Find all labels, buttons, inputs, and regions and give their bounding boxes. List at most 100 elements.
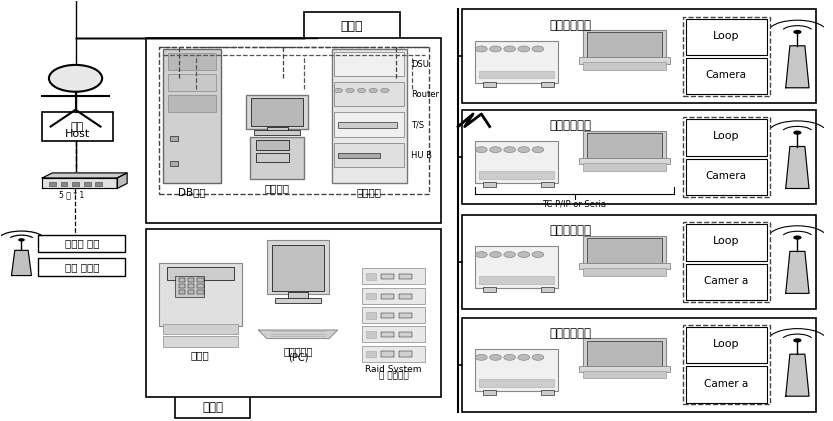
FancyBboxPatch shape bbox=[175, 275, 204, 296]
Circle shape bbox=[18, 238, 25, 242]
Polygon shape bbox=[42, 173, 127, 178]
FancyBboxPatch shape bbox=[686, 264, 766, 300]
FancyBboxPatch shape bbox=[399, 352, 412, 357]
FancyBboxPatch shape bbox=[399, 332, 412, 337]
Circle shape bbox=[504, 147, 516, 152]
FancyBboxPatch shape bbox=[362, 288, 425, 304]
Circle shape bbox=[532, 354, 544, 360]
Text: Camera: Camera bbox=[706, 171, 746, 181]
FancyBboxPatch shape bbox=[178, 284, 185, 288]
Circle shape bbox=[369, 88, 377, 93]
Text: 및 백입장비: 및 백입장비 bbox=[379, 371, 408, 380]
FancyBboxPatch shape bbox=[381, 352, 394, 357]
FancyBboxPatch shape bbox=[256, 153, 289, 162]
Circle shape bbox=[518, 147, 530, 152]
FancyBboxPatch shape bbox=[246, 95, 308, 129]
FancyBboxPatch shape bbox=[362, 346, 425, 362]
FancyBboxPatch shape bbox=[483, 390, 496, 395]
Text: Loop: Loop bbox=[713, 131, 740, 141]
FancyBboxPatch shape bbox=[187, 284, 194, 288]
Circle shape bbox=[346, 88, 354, 93]
FancyBboxPatch shape bbox=[583, 268, 666, 275]
FancyBboxPatch shape bbox=[462, 317, 816, 412]
Text: 본청: 본청 bbox=[71, 122, 84, 132]
Text: Host: Host bbox=[65, 129, 90, 139]
FancyBboxPatch shape bbox=[579, 57, 670, 64]
Circle shape bbox=[518, 46, 530, 52]
Circle shape bbox=[793, 131, 801, 135]
Text: HU B: HU B bbox=[411, 151, 431, 160]
Text: 로컬통신서버: 로컬통신서버 bbox=[549, 327, 591, 340]
FancyBboxPatch shape bbox=[332, 49, 407, 183]
FancyBboxPatch shape bbox=[366, 293, 376, 299]
FancyBboxPatch shape bbox=[49, 181, 56, 186]
FancyBboxPatch shape bbox=[686, 120, 766, 156]
FancyBboxPatch shape bbox=[72, 181, 79, 186]
FancyBboxPatch shape bbox=[541, 82, 554, 87]
FancyBboxPatch shape bbox=[583, 371, 666, 378]
Text: Raid System: Raid System bbox=[366, 365, 421, 374]
FancyBboxPatch shape bbox=[686, 366, 766, 402]
FancyBboxPatch shape bbox=[163, 324, 237, 334]
Circle shape bbox=[490, 354, 501, 360]
FancyBboxPatch shape bbox=[159, 263, 242, 326]
Circle shape bbox=[793, 338, 801, 342]
FancyBboxPatch shape bbox=[178, 277, 185, 282]
Text: Camera: Camera bbox=[706, 70, 746, 80]
Polygon shape bbox=[786, 251, 809, 293]
FancyBboxPatch shape bbox=[163, 49, 221, 183]
FancyBboxPatch shape bbox=[366, 312, 376, 319]
FancyBboxPatch shape bbox=[275, 298, 321, 303]
FancyBboxPatch shape bbox=[338, 122, 397, 128]
Text: DB서버: DB서버 bbox=[178, 187, 206, 197]
FancyBboxPatch shape bbox=[381, 293, 394, 298]
FancyBboxPatch shape bbox=[541, 182, 554, 187]
FancyBboxPatch shape bbox=[587, 341, 662, 366]
FancyBboxPatch shape bbox=[399, 274, 412, 279]
FancyBboxPatch shape bbox=[587, 32, 662, 57]
Circle shape bbox=[476, 354, 487, 360]
Circle shape bbox=[793, 30, 801, 34]
FancyBboxPatch shape bbox=[587, 238, 662, 263]
FancyBboxPatch shape bbox=[178, 290, 185, 294]
FancyBboxPatch shape bbox=[167, 95, 216, 112]
FancyBboxPatch shape bbox=[334, 112, 404, 137]
FancyBboxPatch shape bbox=[475, 246, 558, 288]
Text: Camer a: Camer a bbox=[704, 276, 748, 286]
FancyBboxPatch shape bbox=[251, 98, 303, 126]
Circle shape bbox=[381, 88, 389, 93]
Text: 로컬통신서버: 로컬통신서버 bbox=[549, 19, 591, 32]
Text: DSU: DSU bbox=[411, 60, 428, 69]
Circle shape bbox=[504, 354, 516, 360]
Text: 운영단말기: 운영단말기 bbox=[283, 346, 312, 356]
Circle shape bbox=[490, 147, 501, 152]
FancyBboxPatch shape bbox=[583, 338, 666, 368]
FancyBboxPatch shape bbox=[61, 181, 67, 186]
FancyBboxPatch shape bbox=[38, 258, 126, 275]
FancyBboxPatch shape bbox=[197, 284, 203, 288]
FancyBboxPatch shape bbox=[381, 313, 394, 318]
FancyBboxPatch shape bbox=[96, 181, 102, 186]
Circle shape bbox=[49, 65, 102, 92]
FancyBboxPatch shape bbox=[462, 215, 816, 309]
FancyBboxPatch shape bbox=[167, 53, 216, 70]
Polygon shape bbox=[258, 330, 337, 338]
FancyBboxPatch shape bbox=[304, 12, 400, 40]
Text: 5 ㅎ * 1: 5 ㅎ * 1 bbox=[59, 190, 84, 200]
Text: Router: Router bbox=[411, 90, 439, 99]
FancyBboxPatch shape bbox=[483, 182, 496, 187]
FancyBboxPatch shape bbox=[399, 313, 412, 318]
FancyBboxPatch shape bbox=[338, 153, 380, 158]
Polygon shape bbox=[786, 46, 809, 88]
Circle shape bbox=[793, 235, 801, 240]
FancyBboxPatch shape bbox=[84, 181, 91, 186]
FancyBboxPatch shape bbox=[462, 110, 816, 204]
FancyBboxPatch shape bbox=[366, 331, 376, 338]
FancyBboxPatch shape bbox=[334, 52, 404, 76]
Text: T/S: T/S bbox=[411, 120, 424, 129]
FancyBboxPatch shape bbox=[187, 290, 194, 294]
Text: Camer a: Camer a bbox=[704, 379, 748, 389]
FancyBboxPatch shape bbox=[366, 351, 376, 357]
Circle shape bbox=[532, 46, 544, 52]
FancyBboxPatch shape bbox=[381, 274, 394, 279]
